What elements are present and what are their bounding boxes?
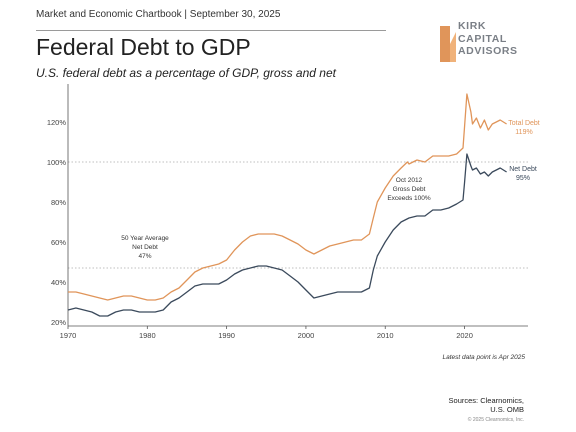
annotation-0-line: 50 Year Average: [121, 235, 169, 242]
x-tick-label: 2020: [456, 331, 473, 340]
y-tick-label: 80%: [51, 198, 66, 207]
logo-wordmark: KIRK CAPITAL ADVISORS: [458, 20, 518, 58]
y-tick-label: 100%: [47, 158, 67, 167]
page-subtitle: U.S. federal debt as a percentage of GDP…: [36, 66, 336, 80]
y-tick-label: 120%: [47, 118, 67, 127]
page-title: Federal Debt to GDP: [36, 34, 251, 60]
sources-note: Sources: Clearnomics, U.S. OMB: [404, 396, 524, 414]
copyright-note: © 2025 Clearnomics, Inc.: [467, 417, 524, 423]
x-tick-label: 2000: [298, 331, 315, 340]
annotation-1-line: Gross Debt: [393, 186, 426, 193]
x-tick-label: 1990: [218, 331, 235, 340]
y-tick-label: 40%: [51, 278, 66, 287]
sources-line-1: Sources: Clearnomics,: [448, 396, 524, 405]
series-label-net-debt: Net Debt: [509, 166, 537, 173]
x-tick-label: 1970: [60, 331, 77, 340]
logo-line-kirk: KIRK: [458, 20, 487, 32]
sources-line-2: U.S. OMB: [490, 405, 524, 414]
series-label-total-debt: Total Debt: [508, 120, 540, 127]
latest-data-note: Latest data point is Apr 2025: [442, 354, 525, 361]
chartbook-header: Market and Economic Chartbook | Septembe…: [36, 9, 281, 20]
x-tick-label: 2010: [377, 331, 394, 340]
annotation-0-line: 47%: [138, 253, 151, 260]
logo-line-capital: CAPITAL: [458, 32, 507, 45]
kirk-logo-icon: [440, 26, 456, 62]
series-line-total-debt: [68, 93, 507, 301]
y-tick-label: 60%: [51, 238, 66, 247]
y-tick-label: 20%: [51, 318, 66, 327]
header-rule: [36, 30, 386, 31]
series-end-value-total-debt: 119%: [515, 129, 532, 136]
series-line-net-debt: [67, 153, 507, 317]
logo-line-advisors: ADVISORS: [458, 45, 518, 57]
x-tick-label: 1980: [139, 331, 156, 340]
series-end-value-net-debt: 95%: [516, 175, 530, 182]
annotation-1-line: Exceeds 100%: [387, 195, 431, 202]
annotation-1-line: Oct 2012: [396, 177, 423, 184]
annotation-0-line: Net Debt: [132, 244, 158, 251]
